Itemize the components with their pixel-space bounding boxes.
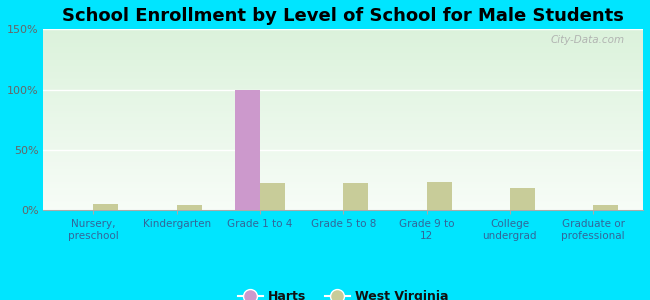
Bar	[426, 182, 452, 210]
Bar	[235, 89, 260, 210]
Bar	[260, 184, 285, 210]
Bar	[510, 188, 535, 210]
Bar	[593, 205, 618, 210]
Text: City-Data.com: City-Data.com	[551, 35, 625, 45]
Legend: Harts, West Virginia: Harts, West Virginia	[233, 285, 454, 300]
Bar	[177, 205, 202, 210]
Bar	[94, 204, 118, 210]
Bar	[343, 184, 369, 210]
Title: School Enrollment by Level of School for Male Students: School Enrollment by Level of School for…	[62, 7, 624, 25]
